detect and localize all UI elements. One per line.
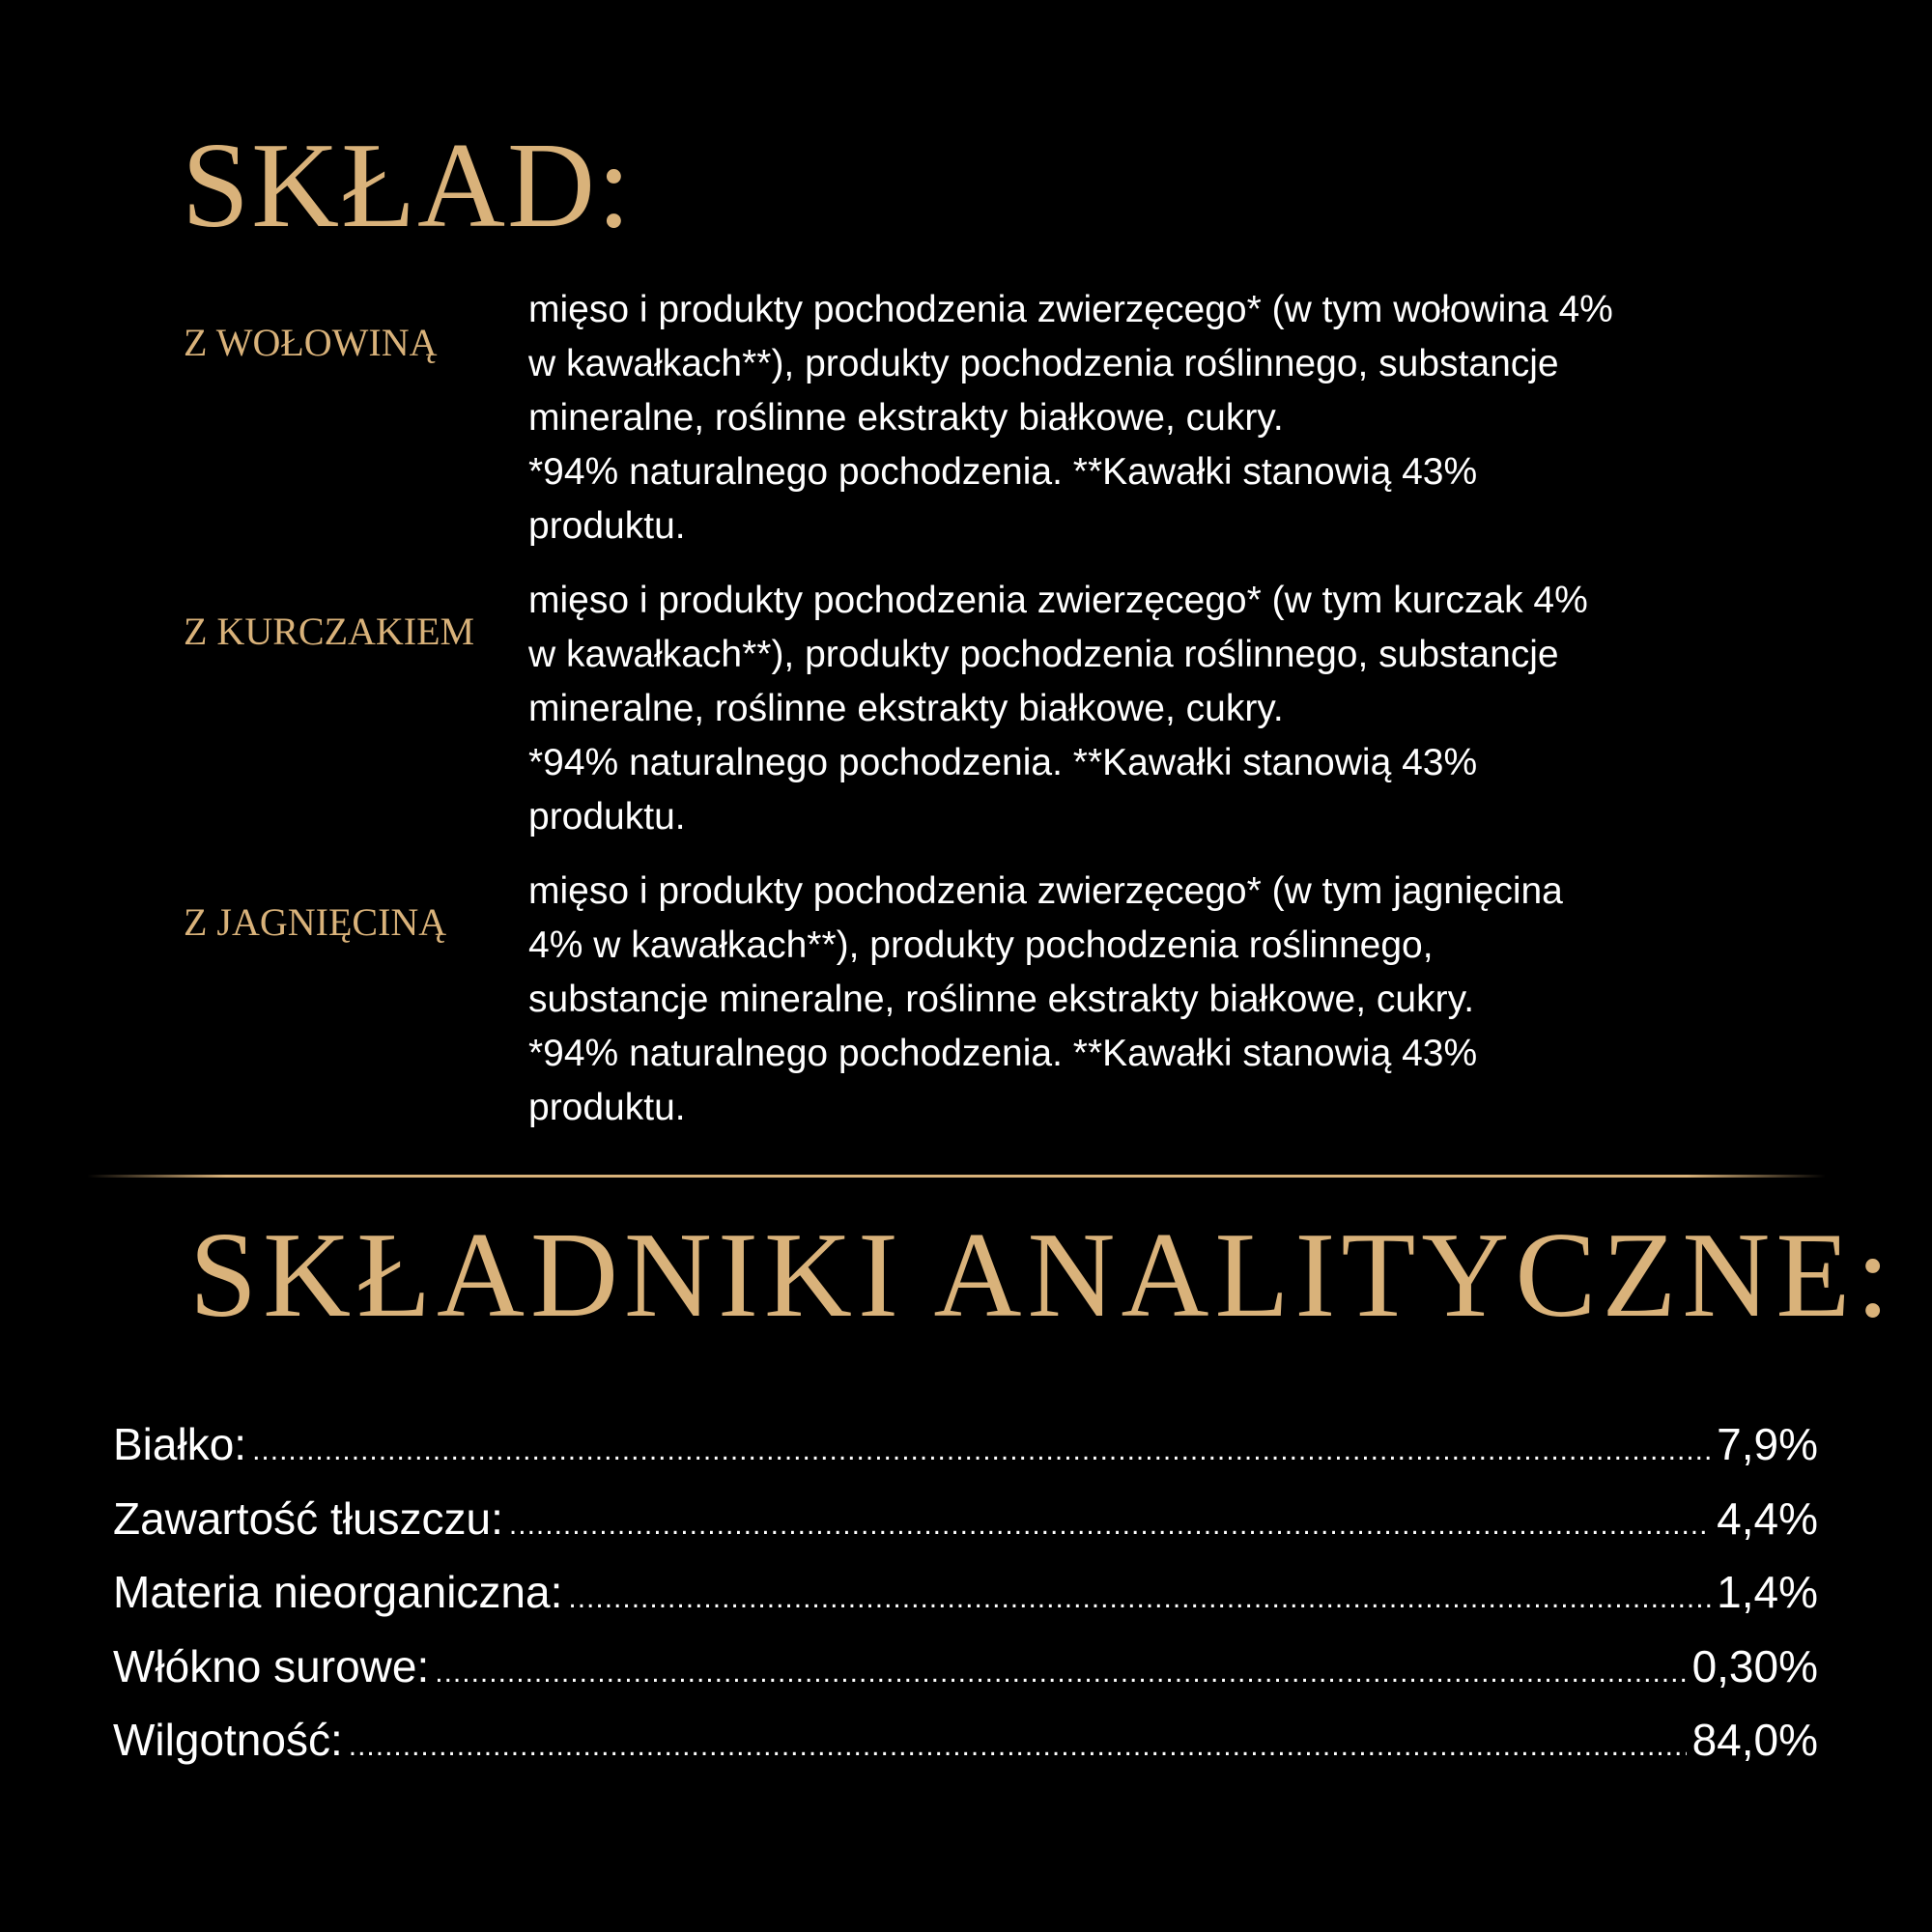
- ingredients-line: *94% naturalnego pochodzenia. **Kawałki …: [528, 742, 1478, 783]
- variant-label: Z WOŁOWINĄ: [184, 321, 438, 364]
- dot-leader: [509, 1509, 1711, 1542]
- dot-leader: [349, 1730, 1687, 1763]
- analytical-row: Białko: 7,9%: [113, 1418, 1818, 1492]
- analytical-title: SKŁADNIKI ANALITYCZNE:: [189, 1208, 1896, 1343]
- ingredients-line: mięso i produkty pochodzenia zwierzęcego…: [528, 580, 1588, 621]
- ingredients-line: mięso i produkty pochodzenia zwierzęcego…: [528, 870, 1563, 912]
- composition-title: SKŁAD:: [182, 119, 634, 253]
- ingredients-line: produktu.: [528, 796, 686, 838]
- variant-ingredients: mięso i produkty pochodzenia zwierzęcego…: [528, 283, 1613, 554]
- ingredients-line: produktu.: [528, 505, 686, 547]
- dot-leader: [435, 1657, 1686, 1690]
- ingredients-line: mięso i produkty pochodzenia zwierzęcego…: [528, 289, 1613, 330]
- row-name: Zawartość tłuszczu:: [113, 1492, 503, 1544]
- row-name: Włókno surowe:: [113, 1640, 430, 1691]
- dot-leader: [252, 1435, 1711, 1467]
- ingredients-line: substancje mineralne, roślinne ekstrakty…: [528, 979, 1475, 1020]
- ingredients-line: mineralne, roślinne ekstrakty białkowe, …: [528, 688, 1284, 729]
- row-name: Wilgotność:: [113, 1715, 343, 1765]
- analytical-table: Białko: 7,9% Zawartość tłuszczu: 4,4% Mate…: [113, 1418, 1818, 1788]
- ingredients-line: w kawałkach**), produkty pochodzenia roś…: [528, 343, 1559, 384]
- row-value: 4,4%: [1717, 1492, 1818, 1544]
- dot-leader: [568, 1582, 1711, 1615]
- row-value: 1,4%: [1717, 1567, 1818, 1617]
- variant-ingredients: mięso i produkty pochodzenia zwierzęcego…: [528, 865, 1563, 1135]
- ingredients-line: *94% naturalnego pochodzenia. **Kawałki …: [528, 1033, 1478, 1074]
- analytical-row: Materia nieorganiczna: 1,4%: [113, 1566, 1818, 1640]
- ingredients-line: *94% naturalnego pochodzenia. **Kawałki …: [528, 451, 1478, 493]
- ingredients-line: produktu.: [528, 1087, 686, 1128]
- row-name: Materia nieorganiczna:: [113, 1567, 563, 1617]
- analytical-row: Wilgotność: 84,0%: [113, 1714, 1818, 1788]
- row-name: Białko:: [113, 1419, 247, 1469]
- row-value: 7,9%: [1717, 1419, 1818, 1469]
- section-divider: [87, 1175, 1826, 1178]
- variant-label: Z JAGNIĘCINĄ: [184, 900, 447, 944]
- analytical-row: Włókno surowe: 0,30%: [113, 1640, 1818, 1715]
- analytical-row: Zawartość tłuszczu: 4,4%: [113, 1492, 1818, 1567]
- ingredients-line: w kawałkach**), produkty pochodzenia roś…: [528, 634, 1559, 675]
- variant-ingredients: mięso i produkty pochodzenia zwierzęcego…: [528, 574, 1588, 844]
- ingredients-line: 4% w kawałkach**), produkty pochodzenia …: [528, 924, 1434, 966]
- row-value: 84,0%: [1691, 1715, 1818, 1765]
- ingredients-line: mineralne, roślinne ekstrakty białkowe, …: [528, 397, 1284, 439]
- row-value: 0,30%: [1691, 1640, 1818, 1691]
- variant-label: Z KURCZAKIEM: [184, 610, 475, 653]
